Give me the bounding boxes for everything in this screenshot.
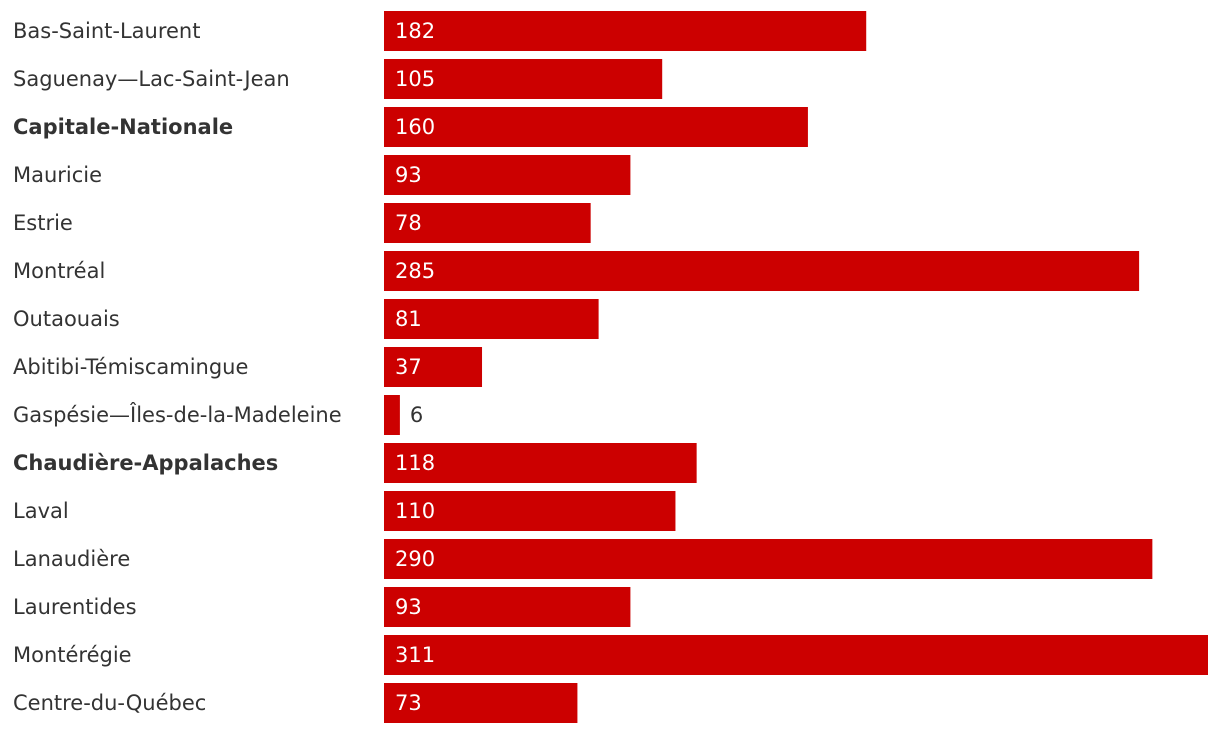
bar: [384, 155, 631, 195]
value-label: 182: [395, 19, 435, 43]
category-label: Lanaudière: [13, 547, 130, 571]
category-label: Centre-du-Québec: [13, 691, 206, 715]
category-label: Chaudière-Appalaches: [13, 451, 278, 475]
value-label: 93: [395, 595, 422, 619]
value-label: 118: [395, 451, 435, 475]
value-label: 160: [395, 115, 435, 139]
category-label: Capitale-Nationale: [13, 115, 233, 139]
value-label: 290: [395, 547, 435, 571]
value-label: 93: [395, 163, 422, 187]
category-label: Estrie: [13, 211, 73, 235]
bar: [384, 635, 1208, 675]
bar: [384, 299, 599, 339]
category-label: Montérégie: [13, 643, 132, 667]
category-label: Saguenay—Lac-Saint-Jean: [13, 67, 290, 91]
category-label: Montréal: [13, 259, 105, 283]
category-label: Laurentides: [13, 595, 137, 619]
category-label: Bas-Saint-Laurent: [13, 19, 200, 43]
value-label: 37: [395, 355, 422, 379]
bar: [384, 539, 1153, 579]
bar: [384, 11, 867, 51]
bar: [384, 491, 676, 531]
category-label: Outaouais: [13, 307, 120, 331]
bar: [384, 395, 400, 435]
bar: [384, 347, 483, 387]
value-label: 6: [410, 403, 423, 427]
category-label: Abitibi-Témiscamingue: [13, 355, 248, 379]
bar: [384, 443, 697, 483]
value-label: 311: [395, 643, 435, 667]
value-label: 81: [395, 307, 422, 331]
value-label: 285: [395, 259, 435, 283]
bar: [384, 683, 578, 723]
category-label: Mauricie: [13, 163, 102, 187]
bar: [384, 587, 631, 627]
value-label: 73: [395, 691, 422, 715]
bar: [384, 203, 591, 243]
category-label: Gaspésie—Îles-de-la-Madeleine: [13, 402, 342, 427]
bar: [384, 107, 808, 147]
bar: [384, 59, 663, 99]
category-label: Laval: [13, 499, 69, 523]
value-label: 78: [395, 211, 422, 235]
value-label: 110: [395, 499, 435, 523]
value-label: 105: [395, 67, 435, 91]
bar: [384, 251, 1140, 291]
